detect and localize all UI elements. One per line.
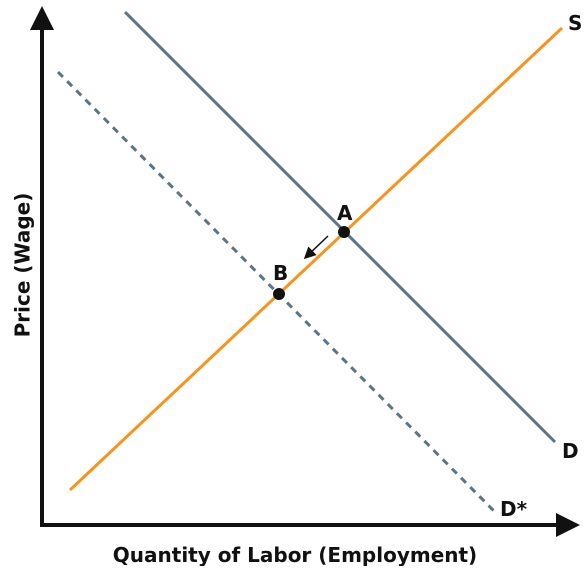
point-label: B xyxy=(273,261,288,285)
curve-label: D* xyxy=(500,497,528,521)
shift-arrow xyxy=(303,235,329,260)
point-label: A xyxy=(337,201,353,225)
x-axis-arrow xyxy=(556,513,580,537)
point-b xyxy=(273,288,285,300)
supply-line xyxy=(68,26,564,492)
point-a xyxy=(338,226,350,238)
y-axis-arrow xyxy=(30,6,54,30)
x-axis-label: Quantity of Labor (Employment) xyxy=(113,543,477,566)
curve-label: D xyxy=(562,439,579,463)
curve-label: S xyxy=(568,11,582,35)
demand-line xyxy=(123,10,557,444)
y-axis-label: Price (Wage) xyxy=(11,193,35,338)
